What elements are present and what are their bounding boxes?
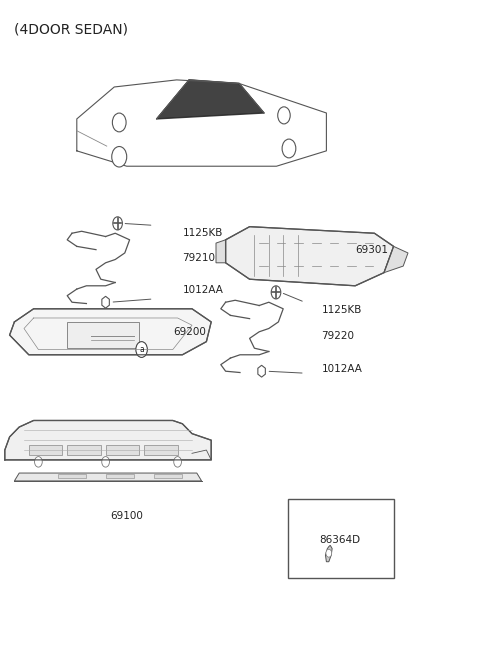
- Bar: [106, 474, 134, 478]
- Circle shape: [278, 107, 290, 124]
- Polygon shape: [10, 309, 211, 355]
- Circle shape: [112, 113, 126, 132]
- Text: 86364D: 86364D: [319, 535, 360, 545]
- Text: (4DOOR SEDAN): (4DOOR SEDAN): [14, 23, 129, 37]
- Polygon shape: [325, 545, 332, 562]
- Text: 1012AA: 1012AA: [182, 285, 223, 296]
- Polygon shape: [156, 80, 264, 119]
- Text: 79220: 79220: [322, 331, 355, 342]
- Bar: [67, 445, 101, 455]
- Bar: [106, 445, 139, 455]
- Text: 1125KB: 1125KB: [322, 305, 362, 315]
- Polygon shape: [258, 365, 265, 377]
- Circle shape: [326, 549, 332, 557]
- Bar: [67, 322, 139, 348]
- Polygon shape: [5, 420, 211, 460]
- Polygon shape: [14, 473, 202, 481]
- Circle shape: [136, 342, 147, 357]
- Text: 1012AA: 1012AA: [322, 364, 362, 374]
- Text: 1125KB: 1125KB: [182, 228, 223, 238]
- Polygon shape: [226, 227, 394, 286]
- Text: a: a: [139, 345, 144, 354]
- Circle shape: [271, 286, 281, 299]
- Circle shape: [282, 139, 296, 158]
- Circle shape: [112, 147, 127, 167]
- Text: 69301: 69301: [355, 244, 388, 255]
- Text: 79210: 79210: [182, 252, 216, 263]
- Bar: [288, 499, 394, 578]
- Polygon shape: [216, 240, 226, 263]
- Polygon shape: [384, 246, 408, 273]
- Text: 69200: 69200: [173, 327, 205, 337]
- Bar: [144, 445, 178, 455]
- Bar: [154, 474, 182, 478]
- Circle shape: [174, 457, 181, 467]
- Circle shape: [113, 217, 122, 230]
- Circle shape: [102, 457, 109, 467]
- Bar: [29, 445, 62, 455]
- Text: 69100: 69100: [110, 510, 143, 521]
- Circle shape: [35, 457, 42, 467]
- Bar: [58, 474, 86, 478]
- Polygon shape: [102, 296, 109, 308]
